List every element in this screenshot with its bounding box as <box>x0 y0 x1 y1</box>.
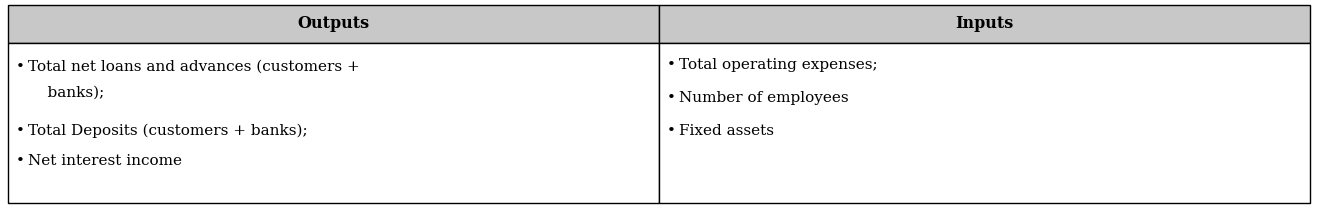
Bar <box>8 43 659 203</box>
Text: Net interest income: Net interest income <box>28 154 182 168</box>
Bar <box>8 5 659 43</box>
Text: Total Deposits (customers + banks);: Total Deposits (customers + banks); <box>28 124 307 138</box>
Text: banks);: banks); <box>28 86 104 100</box>
Text: Total operating expenses;: Total operating expenses; <box>679 58 878 72</box>
Text: •: • <box>16 154 25 168</box>
Text: Outputs: Outputs <box>298 16 369 32</box>
Text: Inputs: Inputs <box>956 16 1014 32</box>
Text: Number of employees: Number of employees <box>679 91 849 105</box>
Text: Total net loans and advances (customers +: Total net loans and advances (customers … <box>28 60 360 74</box>
Bar <box>659 5 1310 43</box>
Text: •: • <box>667 58 675 72</box>
Bar <box>659 43 1310 203</box>
Text: •: • <box>16 60 25 74</box>
Text: Fixed assets: Fixed assets <box>679 124 774 138</box>
Text: •: • <box>16 124 25 138</box>
Text: •: • <box>667 124 675 138</box>
Text: •: • <box>667 91 675 105</box>
